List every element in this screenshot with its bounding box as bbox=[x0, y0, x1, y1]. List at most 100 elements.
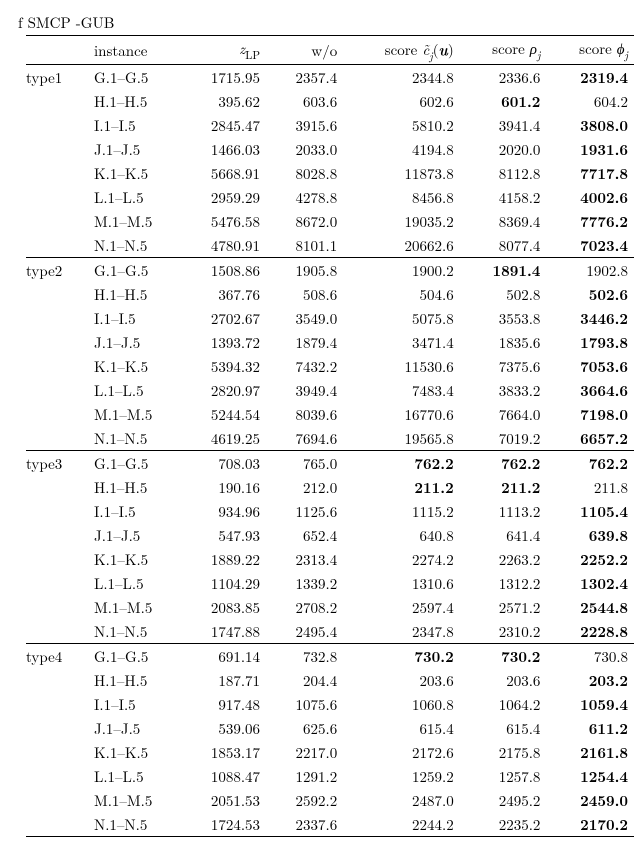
score-c-cell: 8456.8 bbox=[343, 185, 460, 209]
instance-cell: G.1–G.5 bbox=[88, 65, 178, 90]
score-c-cell: 1115.2 bbox=[343, 499, 460, 523]
score-rho-cell: 2175.8 bbox=[460, 740, 547, 764]
score-rho-cell: 8077.4 bbox=[460, 233, 547, 258]
table-row: M.1–M.55476.588672.019035.28369.47776.2 bbox=[26, 209, 634, 233]
type-cell bbox=[26, 740, 88, 764]
table-row: type1G.1–G.51715.952357.42344.82336.6231… bbox=[26, 65, 634, 90]
table-row: J.1–J.51393.721879.43471.41835.61793.8 bbox=[26, 330, 634, 354]
wo-cell: 8672.0 bbox=[266, 209, 343, 233]
zlp-cell: 5394.32 bbox=[178, 354, 266, 378]
instance-cell: H.1–H.5 bbox=[88, 475, 178, 499]
score-phi-cell: 2161.8 bbox=[546, 740, 634, 764]
type-cell bbox=[26, 113, 88, 137]
score-phi-cell: 7717.8 bbox=[546, 161, 634, 185]
zlp-cell: 1088.47 bbox=[178, 764, 266, 788]
table-row: type2G.1–G.51508.861905.81900.21891.4190… bbox=[26, 258, 634, 283]
score-rho-cell: 2571.2 bbox=[460, 595, 547, 619]
header-zlp: zLP bbox=[178, 36, 266, 65]
type-cell bbox=[26, 595, 88, 619]
score-rho-cell: 3941.4 bbox=[460, 113, 547, 137]
score-phi-cell: 211.8 bbox=[546, 475, 634, 499]
score-c-cell: 2244.2 bbox=[343, 812, 460, 837]
type-cell bbox=[26, 812, 88, 837]
score-rho-cell: 1113.2 bbox=[460, 499, 547, 523]
instance-cell: K.1–K.5 bbox=[88, 740, 178, 764]
instance-cell: J.1–J.5 bbox=[88, 523, 178, 547]
score-phi-cell: 4002.6 bbox=[546, 185, 634, 209]
zlp-cell: 5668.91 bbox=[178, 161, 266, 185]
instance-cell: J.1–J.5 bbox=[88, 137, 178, 161]
instance-cell: I.1–I.5 bbox=[88, 306, 178, 330]
zlp-cell: 2959.29 bbox=[178, 185, 266, 209]
score-c-cell: 2347.8 bbox=[343, 619, 460, 644]
score-phi-cell: 1793.8 bbox=[546, 330, 634, 354]
score-phi-cell: 2544.8 bbox=[546, 595, 634, 619]
table-row: L.1–L.52820.973949.47483.43833.23664.6 bbox=[26, 378, 634, 402]
type-cell bbox=[26, 619, 88, 644]
score-c-cell: 20662.6 bbox=[343, 233, 460, 258]
score-rho-cell: 502.8 bbox=[460, 282, 547, 306]
score-phi-cell: 2170.2 bbox=[546, 812, 634, 837]
type-cell bbox=[26, 547, 88, 571]
wo-cell: 508.6 bbox=[266, 282, 343, 306]
type-cell bbox=[26, 354, 88, 378]
score-rho-cell: 211.2 bbox=[460, 475, 547, 499]
score-phi-cell: 2252.2 bbox=[546, 547, 634, 571]
wo-cell: 765.0 bbox=[266, 451, 343, 476]
zlp-cell: 395.62 bbox=[178, 89, 266, 113]
wo-cell: 2592.2 bbox=[266, 788, 343, 812]
instance-cell: L.1–L.5 bbox=[88, 378, 178, 402]
score-c-cell: 504.6 bbox=[343, 282, 460, 306]
wo-cell: 652.4 bbox=[266, 523, 343, 547]
score-rho-cell: 730.2 bbox=[460, 644, 547, 669]
type-cell bbox=[26, 523, 88, 547]
wo-cell: 4278.8 bbox=[266, 185, 343, 209]
table-row: J.1–J.5539.06625.6615.4615.4611.2 bbox=[26, 716, 634, 740]
header-score-c: score c̃j(u) bbox=[343, 36, 460, 65]
score-c-cell: 2597.4 bbox=[343, 595, 460, 619]
instance-cell: N.1–N.5 bbox=[88, 812, 178, 837]
wo-cell: 732.8 bbox=[266, 644, 343, 669]
wo-cell: 3549.0 bbox=[266, 306, 343, 330]
score-c-cell: 7483.4 bbox=[343, 378, 460, 402]
score-rho-cell: 7019.2 bbox=[460, 426, 547, 451]
wo-cell: 212.0 bbox=[266, 475, 343, 499]
score-phi-cell: 7776.2 bbox=[546, 209, 634, 233]
score-phi-cell: 3808.0 bbox=[546, 113, 634, 137]
wo-cell: 2033.0 bbox=[266, 137, 343, 161]
zlp-cell: 187.71 bbox=[178, 668, 266, 692]
instance-cell: L.1–L.5 bbox=[88, 185, 178, 209]
score-c-cell: 1310.6 bbox=[343, 571, 460, 595]
type-cell bbox=[26, 282, 88, 306]
score-rho-cell: 2336.6 bbox=[460, 65, 547, 90]
score-c-cell: 615.4 bbox=[343, 716, 460, 740]
instance-cell: N.1–N.5 bbox=[88, 426, 178, 451]
zlp-cell: 691.14 bbox=[178, 644, 266, 669]
table-row: M.1–M.52083.852708.22597.42571.22544.8 bbox=[26, 595, 634, 619]
zlp-cell: 2845.47 bbox=[178, 113, 266, 137]
score-c-cell: 16770.6 bbox=[343, 402, 460, 426]
zlp-cell: 2051.53 bbox=[178, 788, 266, 812]
score-phi-cell: 6657.2 bbox=[546, 426, 634, 451]
score-rho-cell: 601.2 bbox=[460, 89, 547, 113]
table-row: N.1–N.54780.918101.120662.68077.47023.4 bbox=[26, 233, 634, 258]
table-row: I.1–I.5934.961125.61115.21113.21105.4 bbox=[26, 499, 634, 523]
type-cell bbox=[26, 499, 88, 523]
score-c-cell: 211.2 bbox=[343, 475, 460, 499]
score-rho-cell: 1891.4 bbox=[460, 258, 547, 283]
score-rho-cell: 762.2 bbox=[460, 451, 547, 476]
score-phi-cell: 1105.4 bbox=[546, 499, 634, 523]
score-c-cell: 5075.8 bbox=[343, 306, 460, 330]
zlp-cell: 539.06 bbox=[178, 716, 266, 740]
score-phi-cell: 203.2 bbox=[546, 668, 634, 692]
zlp-cell: 4619.25 bbox=[178, 426, 266, 451]
score-phi-cell: 3664.6 bbox=[546, 378, 634, 402]
header-score-phi: score ϕj bbox=[546, 36, 634, 65]
wo-cell: 8101.1 bbox=[266, 233, 343, 258]
wo-cell: 8028.8 bbox=[266, 161, 343, 185]
score-phi-cell: 1059.4 bbox=[546, 692, 634, 716]
wo-cell: 3915.6 bbox=[266, 113, 343, 137]
instance-cell: M.1–M.5 bbox=[88, 595, 178, 619]
type-cell bbox=[26, 137, 88, 161]
score-c-cell: 2172.6 bbox=[343, 740, 460, 764]
